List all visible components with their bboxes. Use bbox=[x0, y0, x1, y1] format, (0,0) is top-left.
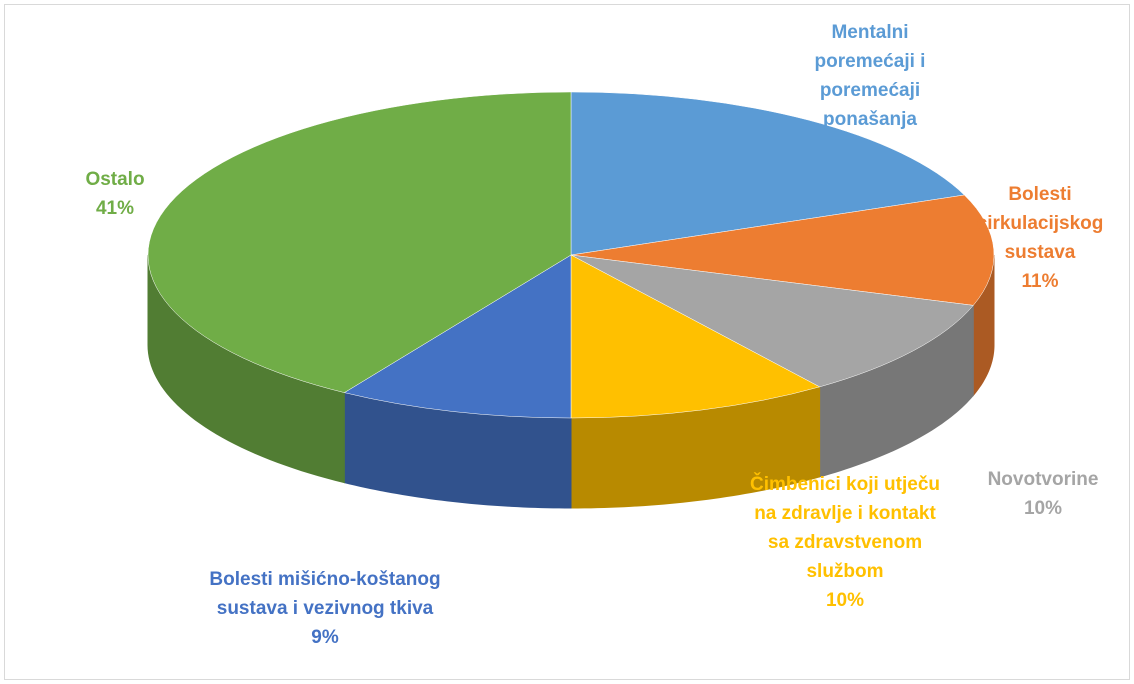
category-label: Bolesti cirkulacijskog sustava bbox=[976, 184, 1104, 263]
slice bbox=[570, 254, 821, 419]
category-label: Novotvorine bbox=[987, 469, 1099, 490]
value-label: 10% bbox=[825, 590, 865, 611]
slice bbox=[570, 91, 965, 256]
slice bbox=[147, 91, 572, 393]
value-label: 9% bbox=[311, 627, 339, 648]
value-label: 41% bbox=[95, 198, 135, 219]
slice bbox=[570, 254, 974, 388]
data-label: Bolesti cirkulacijskog sustava 11% bbox=[965, 180, 1115, 296]
category-label: Ostalo bbox=[85, 169, 145, 190]
category-label: Mentalni poremećaji i poremećaji ponašan… bbox=[814, 22, 926, 130]
value-label: 11% bbox=[1021, 271, 1059, 292]
slice bbox=[570, 194, 995, 306]
value-label: 10% bbox=[1023, 498, 1063, 519]
data-label: Čimbenici koji utječu na zdravlje i kont… bbox=[745, 470, 945, 615]
data-label: Novotvorine 10% bbox=[968, 465, 1118, 523]
data-label: Mentalni poremećaji i poremećaji ponašan… bbox=[785, 18, 955, 134]
slice bbox=[343, 254, 572, 419]
category-label: Bolesti mišićno-koštanog sustava i veziv… bbox=[209, 569, 441, 619]
data-label: Ostalo 41% bbox=[65, 165, 165, 223]
data-label: Bolesti mišićno-koštanog sustava i veziv… bbox=[205, 565, 445, 652]
category-label: Čimbenici koji utječu na zdravlje i kont… bbox=[749, 474, 941, 582]
